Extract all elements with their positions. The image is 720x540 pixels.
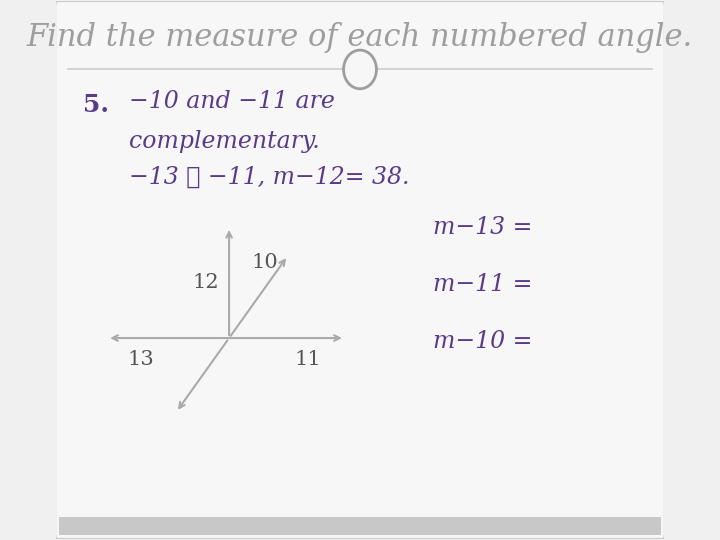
Text: m−11 =: m−11 = [433, 273, 533, 296]
FancyBboxPatch shape [55, 2, 665, 538]
Text: 5.: 5. [83, 93, 109, 117]
Text: complementary.: complementary. [129, 130, 320, 153]
Text: 12: 12 [193, 273, 220, 292]
Text: m−13 =: m−13 = [433, 215, 533, 239]
Circle shape [343, 50, 377, 89]
Text: −13 ≅ −11, m−12= 38.: −13 ≅ −11, m−12= 38. [129, 165, 409, 188]
Text: 13: 13 [127, 350, 154, 369]
Text: Find the measure of each numbered angle.: Find the measure of each numbered angle. [27, 22, 693, 53]
Text: m−10 =: m−10 = [433, 330, 533, 353]
Text: 10: 10 [251, 253, 278, 272]
Bar [58, 517, 662, 535]
Text: 11: 11 [295, 350, 322, 369]
Text: −10 and −11 are: −10 and −11 are [129, 90, 335, 113]
